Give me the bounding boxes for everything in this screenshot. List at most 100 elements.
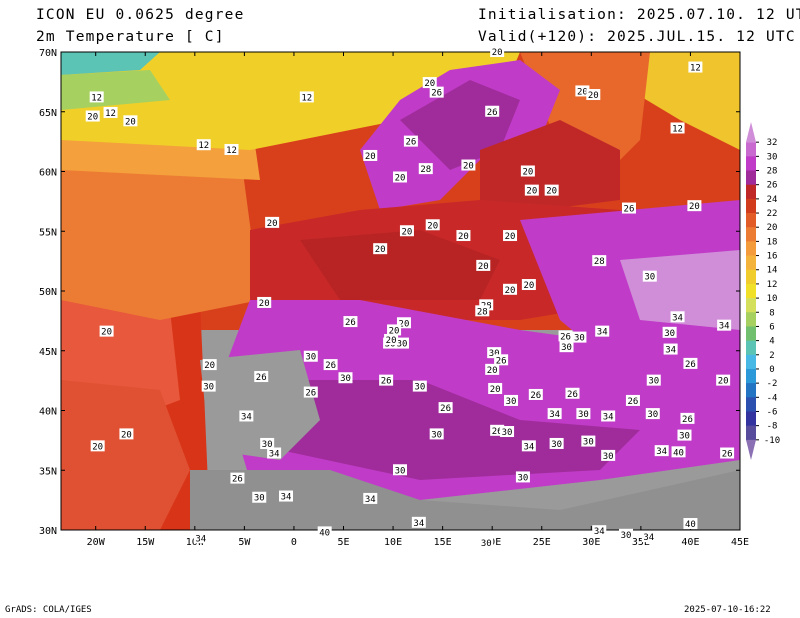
contour-label: 12 bbox=[299, 91, 314, 103]
colorbar-label: 8 bbox=[769, 308, 774, 318]
contour-label-text: 30 bbox=[414, 383, 425, 393]
contour-label-bg bbox=[303, 386, 318, 398]
contour-label-text: 30 bbox=[262, 440, 273, 450]
contour-label-bg bbox=[303, 350, 318, 362]
contour-label-bg bbox=[662, 326, 677, 338]
lat-label: 30N bbox=[39, 526, 57, 537]
contour-label-text: 20 bbox=[689, 202, 700, 212]
colorbar-label: -6 bbox=[767, 407, 778, 417]
contour-label-bg bbox=[524, 184, 539, 196]
lat-label: 50N bbox=[39, 287, 57, 298]
contour-label: 26 bbox=[343, 316, 358, 328]
contour-label-text: 26 bbox=[431, 89, 442, 99]
contour-label-bg bbox=[485, 363, 500, 375]
contour-label: 30 bbox=[619, 528, 634, 541]
contour-label-bg bbox=[521, 440, 536, 452]
lon-label: 20W bbox=[87, 537, 106, 548]
contour-label-text: 26 bbox=[560, 332, 571, 342]
contour-label: 20 bbox=[490, 46, 505, 58]
contour-label-text: 20 bbox=[487, 366, 498, 376]
contour-label-bg bbox=[425, 219, 440, 231]
contour-label: 20 bbox=[202, 359, 217, 371]
contour-label-bg bbox=[403, 135, 418, 147]
contour-label-bg bbox=[494, 354, 509, 366]
contour-label-bg bbox=[119, 428, 134, 440]
contour-label: 20 bbox=[687, 200, 702, 212]
contour-label: 20 bbox=[488, 382, 503, 395]
contour-label: 30 bbox=[601, 449, 616, 462]
contour-label: 20 bbox=[393, 171, 408, 183]
contour-label: 34 bbox=[547, 408, 562, 420]
contour-label-bg bbox=[323, 359, 338, 371]
contour-label-text: 20 bbox=[121, 430, 132, 440]
contour-label-text: 26 bbox=[492, 427, 503, 437]
contour-label-bg bbox=[592, 255, 607, 267]
contour-label-text: 20 bbox=[492, 48, 503, 58]
contour-label-bg bbox=[476, 259, 491, 271]
contour-label: 34 bbox=[521, 440, 536, 452]
contour-label-text: 26 bbox=[496, 356, 507, 366]
contour-label: 28 bbox=[475, 305, 490, 317]
contour-label: 12 bbox=[670, 122, 685, 134]
contour-label-bg bbox=[488, 382, 503, 394]
contour-label: 40 bbox=[683, 518, 698, 530]
contour-label-bg bbox=[683, 518, 698, 530]
lon-label: 5W bbox=[238, 537, 251, 548]
contour-label: 20 bbox=[265, 216, 280, 229]
contour-label-bg bbox=[683, 357, 698, 369]
colorbar-swatch bbox=[746, 198, 756, 214]
field-title: 2m Temperature [ C] bbox=[36, 29, 225, 45]
contour-label: 34 bbox=[279, 490, 294, 503]
contour-label-bg bbox=[239, 410, 254, 422]
contour-label-bg bbox=[379, 374, 394, 386]
contour-label: 12 bbox=[688, 61, 703, 74]
contour-label: 34 bbox=[717, 319, 732, 332]
contour-label: 20 bbox=[521, 279, 536, 291]
contour-label: 34 bbox=[592, 525, 607, 537]
contour-label-bg bbox=[363, 149, 378, 161]
contour-label-bg bbox=[642, 270, 657, 282]
contour-label-text: 34 bbox=[656, 447, 667, 457]
contour-label-text: 20 bbox=[389, 326, 400, 336]
contour-label-text: 20 bbox=[505, 232, 516, 242]
colorbar-swatch bbox=[746, 156, 756, 172]
contour-label: 30 bbox=[338, 372, 353, 384]
contour-label: 34 bbox=[641, 531, 656, 543]
contour-label: 20 bbox=[425, 219, 440, 231]
contour-label-bg bbox=[396, 317, 411, 329]
lon-label: 15E bbox=[434, 537, 452, 548]
contour-label-bg bbox=[654, 445, 669, 457]
contour-label-text: 20 bbox=[427, 221, 438, 231]
contour-label-bg bbox=[260, 437, 275, 449]
contour-label: 40 bbox=[317, 526, 332, 538]
contour-label-bg bbox=[503, 230, 518, 242]
contour-label-text: 12 bbox=[226, 146, 237, 156]
contour-label-bg bbox=[547, 408, 562, 420]
contour-label-bg bbox=[565, 387, 580, 399]
contour-label-text: 20 bbox=[399, 319, 410, 329]
contour-label-text: 20 bbox=[526, 187, 537, 197]
contour-label-text: 12 bbox=[198, 141, 209, 151]
contour-label-text: 30 bbox=[603, 452, 614, 462]
colorbar-label: 0 bbox=[769, 365, 774, 375]
contour-label: 34 bbox=[411, 516, 426, 529]
contour-label: 26 bbox=[403, 135, 418, 148]
colorbar-label: 10 bbox=[767, 294, 778, 304]
contour-label-text: 26 bbox=[682, 415, 693, 425]
lon-label: 5E bbox=[337, 537, 349, 548]
contour-label-bg bbox=[490, 46, 505, 57]
contour-label: 20 bbox=[716, 374, 731, 387]
contour-label-bg bbox=[479, 537, 494, 549]
contour-label-bg bbox=[429, 86, 444, 98]
contour-label-text: 26 bbox=[530, 391, 541, 401]
contour-label-bg bbox=[193, 532, 208, 544]
colorbar-label: -2 bbox=[767, 379, 778, 389]
contour-label-bg bbox=[500, 426, 515, 438]
grads-credit: GrADS: COLA/IGES bbox=[5, 605, 92, 615]
contour-label: 30 bbox=[572, 331, 587, 344]
contour-label-text: 20 bbox=[505, 286, 516, 296]
colorbar-label: 26 bbox=[767, 181, 778, 191]
contour-label-text: 30 bbox=[340, 374, 351, 384]
contour-label: 12 bbox=[89, 91, 104, 103]
